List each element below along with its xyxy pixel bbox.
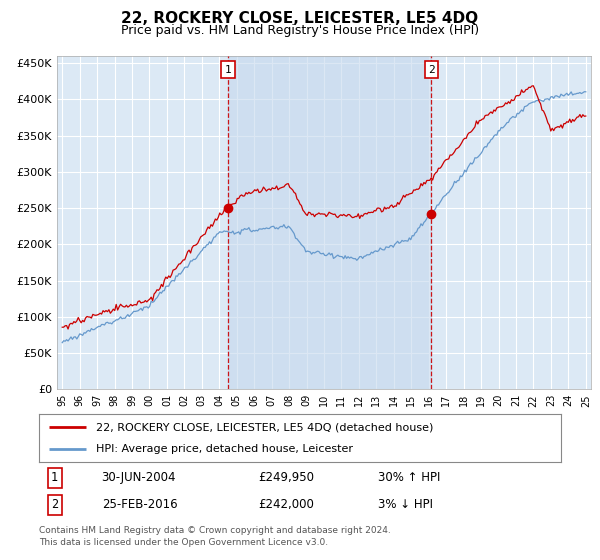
Text: £242,000: £242,000 [258, 498, 314, 511]
Text: 30% ↑ HPI: 30% ↑ HPI [379, 471, 440, 484]
Text: 3% ↓ HPI: 3% ↓ HPI [379, 498, 433, 511]
Bar [228, 56, 431, 389]
Text: 2: 2 [51, 498, 58, 511]
Text: 22, ROCKERY CLOSE, LEICESTER, LE5 4DQ: 22, ROCKERY CLOSE, LEICESTER, LE5 4DQ [121, 11, 479, 26]
Text: 22, ROCKERY CLOSE, LEICESTER, LE5 4DQ (detached house): 22, ROCKERY CLOSE, LEICESTER, LE5 4DQ (d… [97, 422, 434, 432]
Text: 30-JUN-2004: 30-JUN-2004 [101, 471, 176, 484]
Text: Contains HM Land Registry data © Crown copyright and database right 2024.: Contains HM Land Registry data © Crown c… [39, 526, 391, 535]
Text: This data is licensed under the Open Government Licence v3.0.: This data is licensed under the Open Gov… [39, 538, 328, 547]
Text: 25-FEB-2016: 25-FEB-2016 [101, 498, 177, 511]
Text: HPI: Average price, detached house, Leicester: HPI: Average price, detached house, Leic… [97, 444, 353, 454]
Text: Price paid vs. HM Land Registry's House Price Index (HPI): Price paid vs. HM Land Registry's House … [121, 24, 479, 36]
Text: 1: 1 [224, 65, 232, 74]
Text: 1: 1 [51, 471, 58, 484]
Text: £249,950: £249,950 [258, 471, 314, 484]
Text: 2: 2 [428, 65, 434, 74]
